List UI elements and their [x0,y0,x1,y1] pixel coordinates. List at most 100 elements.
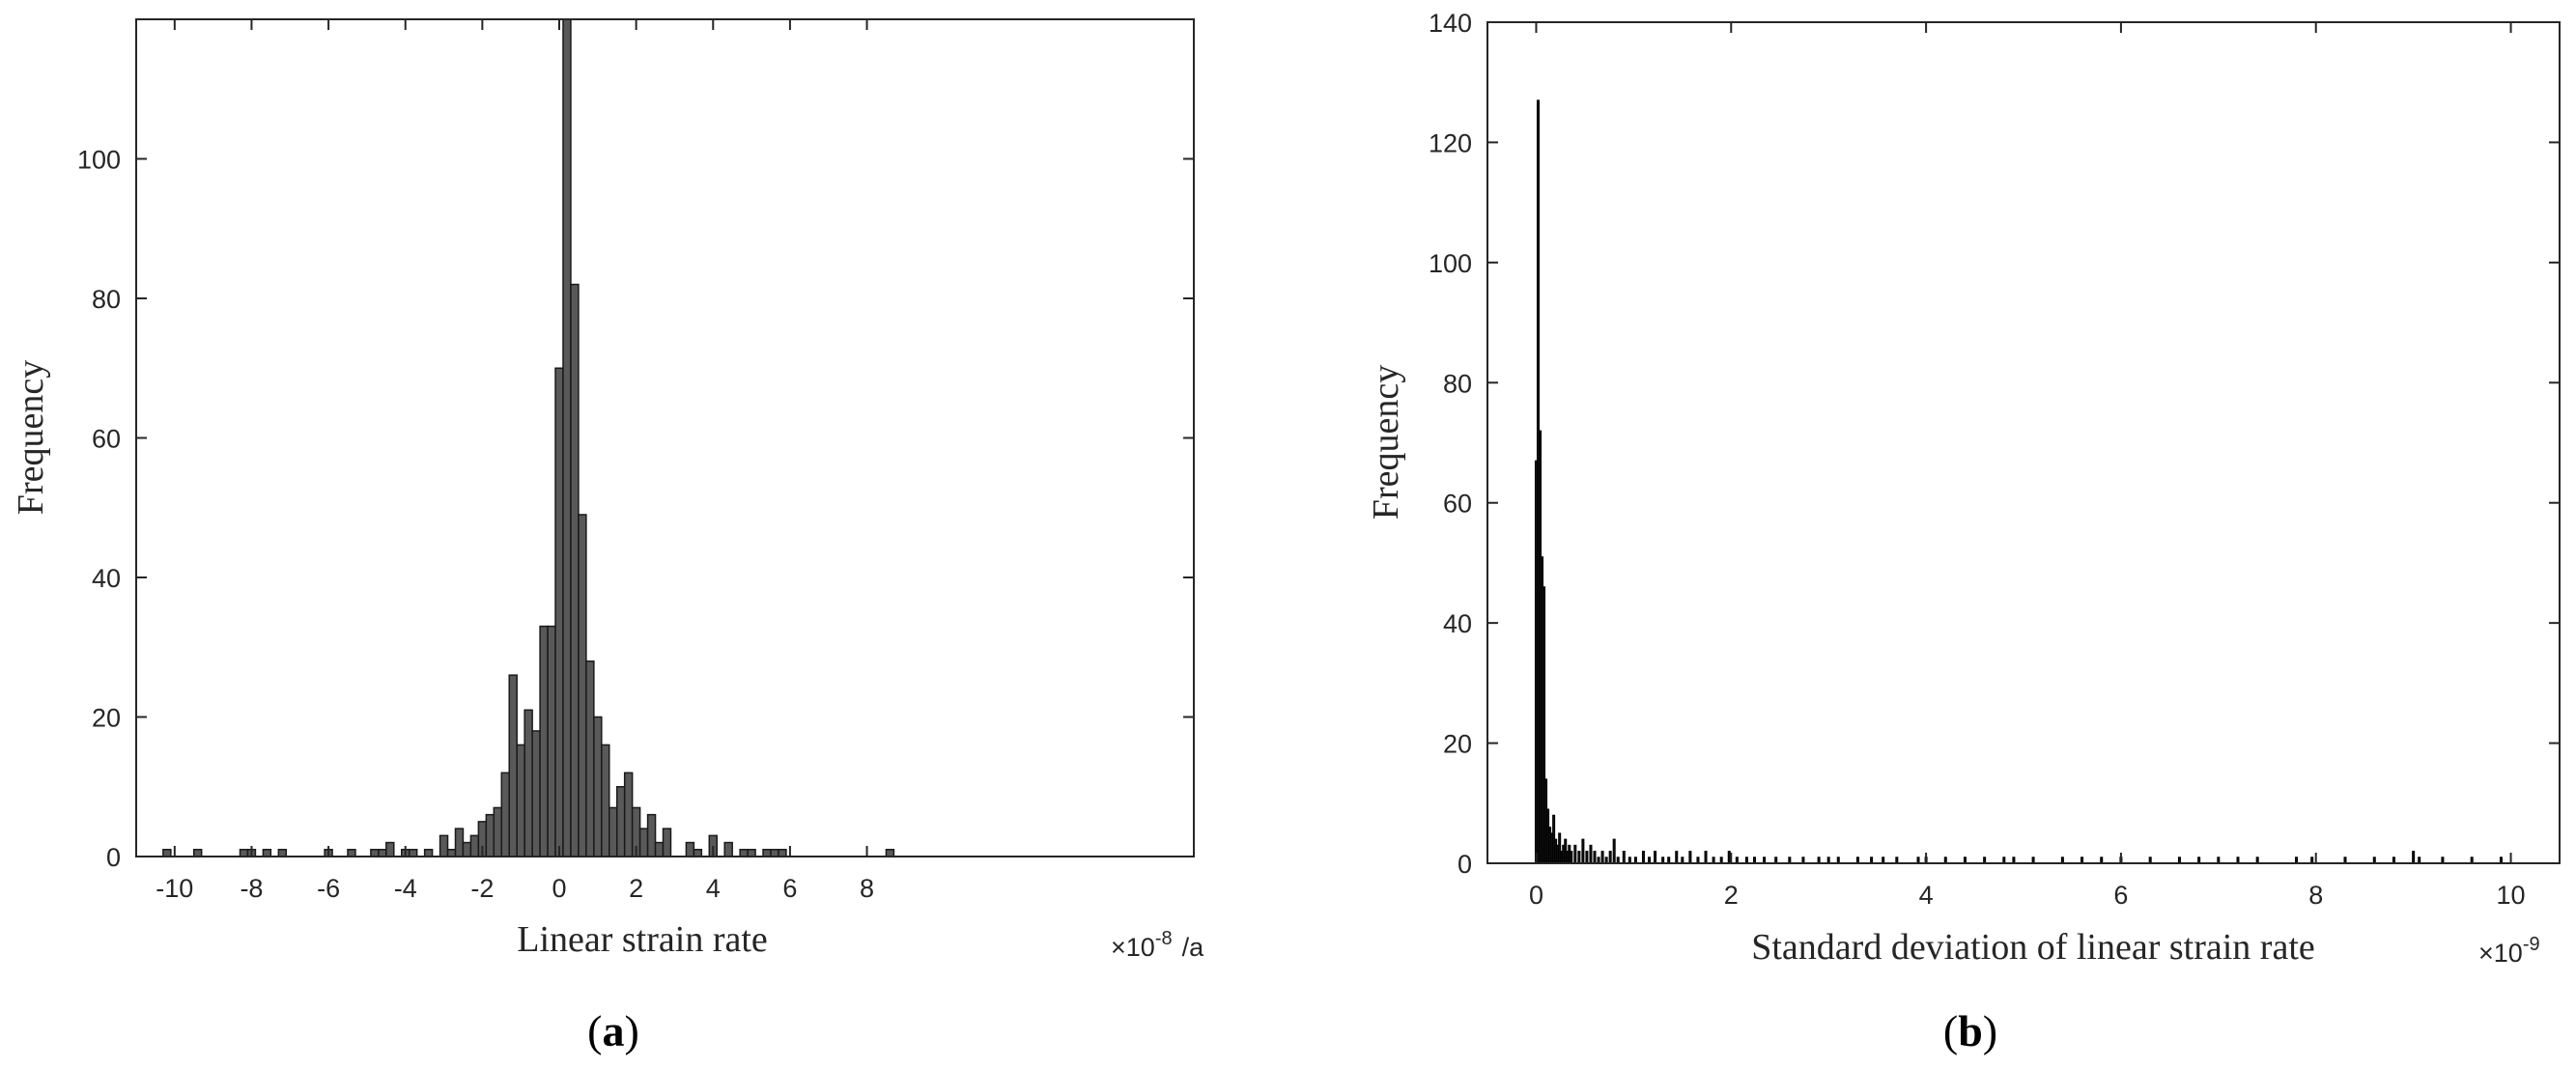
y-ticks-b: 0 20 40 60 80 100 120 140 [1429,9,2560,879]
histogram-bar-a-42 [654,841,665,857]
histogram-bar-a-26 [531,730,541,857]
histogram-bar-b-43 [1704,851,1708,864]
histogram-bar-a-49 [747,849,756,857]
x-ticks-a: -10 -8 -6 -4 -2 0 2 4 6 8 [156,19,874,903]
histogram-bar-a-14 [439,834,449,857]
histogram-panel-a: -10 -8 -6 -4 -2 0 2 4 6 8 0 20 40 60 80 100 Linear str… [11,18,1204,1055]
x-tick-label-a-2: -6 [317,874,340,903]
histogram-bar-a-20 [485,813,495,857]
panel-label-b-letter: b [1958,1006,1983,1055]
histogram-bar-a-31 [570,283,580,857]
histogram-bar-a-18 [469,834,480,857]
x-tick-label-a-9: 8 [860,874,874,903]
histogram-bar-a-4 [262,849,272,857]
histogram-bar-a-35 [601,744,610,857]
histogram-bar-a-21 [493,806,503,857]
x-multiplier-exponent-b: -9 [2523,934,2540,955]
panel-label-a: (a) [587,1006,639,1055]
x-tick-label-a-1: -8 [240,874,263,903]
y-tick-label-a-5: 100 [77,146,121,175]
x-tick-label-b-3: 6 [2113,881,2128,910]
histogram-bar-a-22 [500,772,510,857]
histogram-bar-a-16 [454,828,465,857]
histogram-bar-a-8 [370,849,380,857]
histogram-bar-b-31 [1622,851,1626,864]
histogram-bar-a-17 [462,841,472,857]
panel-label-a-open: ( [587,1006,602,1055]
histogram-bar-a-29 [554,367,564,857]
bars-b [1534,99,2503,864]
histogram-bar-a-5 [277,849,288,857]
histogram-bar-a-7 [347,849,356,857]
x-tick-label-a-5: 0 [552,874,566,903]
plot-frame-a [135,18,1195,857]
histogram-bar-b-36 [1654,851,1657,864]
histogram-bar-a-48 [739,849,749,857]
x-tick-label-a-4: -2 [470,874,494,903]
histogram-bar-a-50 [762,849,772,857]
x-multiplier-base-b: ×10 [2478,939,2523,968]
x-tick-label-b-5: 10 [2497,881,2526,910]
y-tick-label-b-3: 60 [1443,490,1472,519]
histogram-bar-a-41 [646,813,657,857]
x-tick-label-a-0: -10 [156,874,193,903]
y-tick-label-a-2: 40 [92,564,121,593]
y-tick-label-a-1: 20 [92,704,121,733]
histogram-bar-a-53 [885,849,895,857]
x-tick-label-b-0: 0 [1529,881,1543,910]
x-tick-label-a-3: -4 [394,874,417,903]
histogram-bar-a-40 [638,828,649,857]
histogram-bar-a-30 [562,18,572,857]
x-tick-label-a-8: 6 [782,874,797,903]
histogram-bar-a-1 [192,849,203,857]
panel-label-b: (b) [1943,1006,1997,1055]
histogram-bar-b-46 [1727,851,1731,864]
panel-label-b-open: ( [1943,1006,1958,1055]
y-tick-label-b-7: 140 [1429,9,1472,38]
y-tick-label-a-0: 0 [106,843,121,872]
x-tick-label-a-6: 2 [629,874,643,903]
histogram-bar-b-19 [1573,844,1577,864]
histogram-bar-a-44 [685,841,695,857]
x-multiplier-a: ×10-8/a [1111,928,1204,962]
x-tick-label-b-2: 4 [1919,881,1934,910]
histogram-bar-b-18 [1570,851,1573,864]
y-tick-label-a-3: 60 [92,425,121,454]
histogram-bar-b-39 [1675,851,1679,864]
x-multiplier-unit-a: /a [1182,933,1205,962]
histogram-bar-a-47 [723,841,733,857]
y-tick-label-b-0: 0 [1458,850,1472,879]
histogram-bar-b-20 [1577,851,1581,864]
y-axis-label-b: Frequency [1366,365,1406,520]
x-axis-label-b: Standard deviation of linear strain rate [1751,927,2315,968]
histogram-bar-b-84 [2412,851,2416,864]
histogram-bar-a-15 [446,849,457,857]
histogram-bar-b-28 [1608,851,1612,864]
x-tick-label-b-1: 2 [1724,881,1739,910]
histogram-bar-a-36 [609,806,618,857]
histogram-bar-a-24 [516,744,525,857]
histogram-bar-a-2 [239,849,249,857]
y-tick-label-b-2: 40 [1443,609,1472,638]
x-tick-label-b-4: 8 [2308,881,2323,910]
y-tick-label-b-1: 20 [1443,730,1472,759]
histogram-bar-a-9 [378,849,387,857]
x-ticks-b: 0 2 4 6 8 10 [1529,22,2526,910]
histogram-bar-a-28 [547,625,556,857]
plot-frame-b [1486,21,2561,864]
histogram-bar-a-0 [162,849,172,857]
histogram-bar-a-10 [385,841,395,857]
y-ticks-a: 0 20 40 60 80 100 [77,146,1194,872]
histogram-bar-a-23 [508,674,518,857]
y-tick-label-a-4: 80 [92,285,121,314]
histogram-bar-b-41 [1688,851,1692,864]
histogram-bar-b-29 [1612,838,1616,864]
histogram-bar-b-22 [1585,851,1589,864]
histogram-bar-a-34 [593,716,603,857]
y-tick-label-b-6: 120 [1429,128,1472,157]
panel-label-a-close: ) [625,1006,639,1055]
histogram-bar-b-34 [1641,851,1645,864]
histogram-bar-a-27 [539,625,549,857]
x-tick-label-a-7: 4 [706,874,721,903]
histogram-bar-b-21 [1581,838,1585,864]
